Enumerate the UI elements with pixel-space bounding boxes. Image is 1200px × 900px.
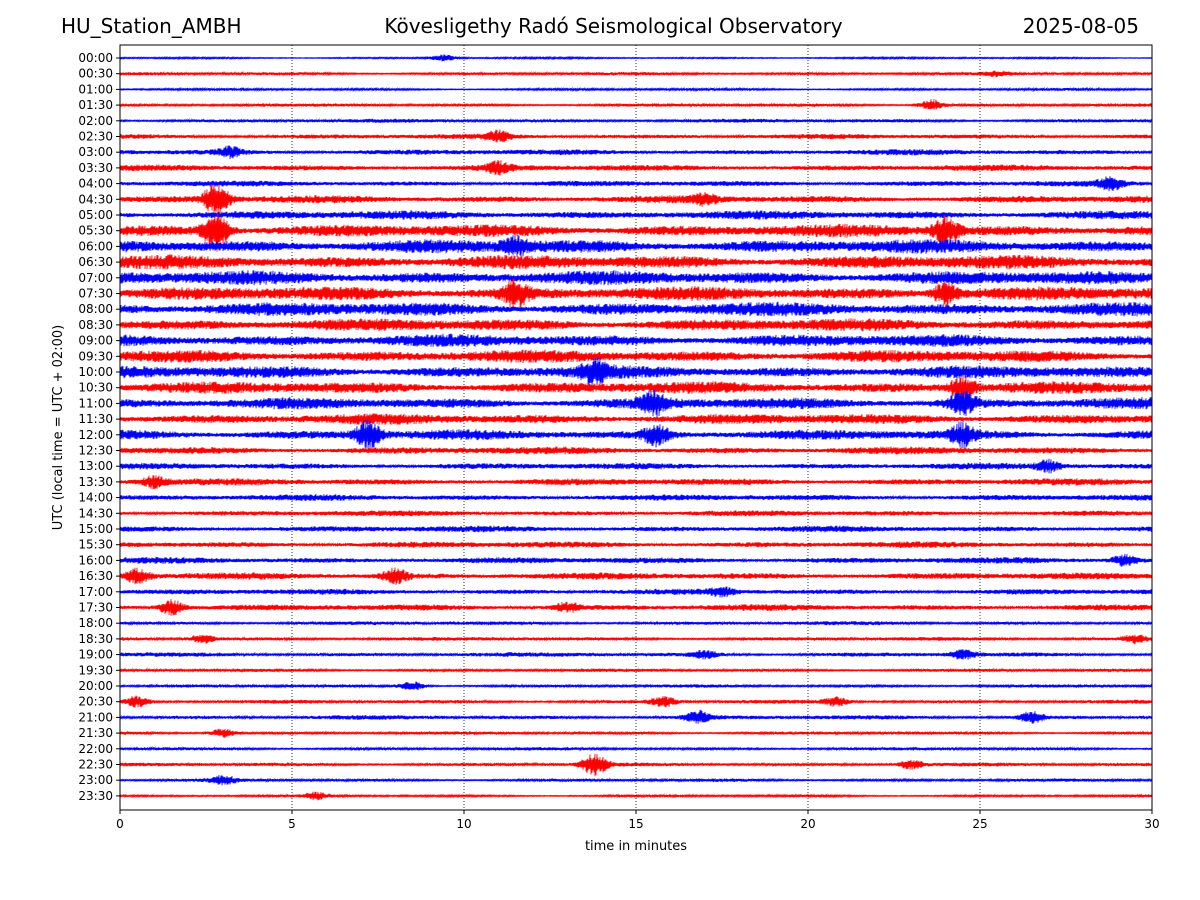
x-axis: 0 5 10 15 20 25 30 xyxy=(116,810,1160,831)
trace-2230 xyxy=(119,753,1153,777)
y-tick-label: 04:30 xyxy=(78,192,113,206)
y-tick-label: 09:00 xyxy=(78,334,113,348)
y-tick-label: 18:00 xyxy=(78,616,113,630)
trace-1130 xyxy=(119,413,1153,426)
grid-lines xyxy=(291,45,981,810)
y-tick-label: 18:30 xyxy=(78,632,113,646)
trace-0730 xyxy=(119,278,1153,309)
trace-0330 xyxy=(119,159,1153,176)
y-tick-label: 05:00 xyxy=(78,208,113,222)
y-tick-label: 08:30 xyxy=(78,318,113,332)
y-tick-label: 02:00 xyxy=(78,114,113,128)
y-tick-label: 21:00 xyxy=(78,710,113,724)
x-tick-label: 20 xyxy=(800,817,815,831)
chart-title: Kövesligethy Radó Seismological Observat… xyxy=(384,14,843,38)
x-tick-label: 30 xyxy=(1144,817,1159,831)
y-tick-label: 09:30 xyxy=(78,349,113,363)
y-tick-label: 19:00 xyxy=(78,648,113,662)
y-tick-label: 12:30 xyxy=(78,444,113,458)
y-tick-label: 10:30 xyxy=(78,381,113,395)
y-tick-label: 01:30 xyxy=(78,98,113,112)
y-tick-label: 15:30 xyxy=(78,538,113,552)
y-tick-label: 15:00 xyxy=(78,522,113,536)
y-tick-label: 00:00 xyxy=(78,51,113,65)
trace-0630 xyxy=(119,254,1153,270)
y-tick-label: 07:30 xyxy=(78,287,113,301)
y-tick-label: 07:00 xyxy=(78,271,113,285)
y-tick-label: 20:30 xyxy=(78,695,113,709)
y-tick-label: 08:00 xyxy=(78,302,113,316)
y-tick-label: 10:00 xyxy=(78,365,113,379)
x-tick-label: 25 xyxy=(972,817,987,831)
y-tick-label: 23:30 xyxy=(78,789,113,803)
y-tick-label: 13:30 xyxy=(78,475,113,489)
x-axis-label: time in minutes xyxy=(585,839,687,854)
y-tick-label: 20:00 xyxy=(78,679,113,693)
y-tick-label: 03:30 xyxy=(78,161,113,175)
seismogram-traces xyxy=(119,54,1153,801)
station-name: HU_Station_AMBH xyxy=(61,14,242,38)
y-tick-label: 22:30 xyxy=(78,758,113,772)
trace-2000 xyxy=(119,681,1153,691)
y-tick-label: 17:00 xyxy=(78,585,113,599)
chart-date: 2025-08-05 xyxy=(1022,14,1139,38)
y-tick-label: 11:00 xyxy=(78,396,113,410)
y-tick-label: 03:00 xyxy=(78,145,113,159)
y-tick-label: 05:30 xyxy=(78,224,113,238)
y-tick-label: 22:00 xyxy=(78,742,113,756)
y-tick-label: 01:00 xyxy=(78,82,113,96)
y-axis-label: UTC (local time = UTC + 02:00) xyxy=(51,325,66,530)
y-tick-label: 23:00 xyxy=(78,773,113,787)
y-tick-label: 06:00 xyxy=(78,239,113,253)
trace-2130 xyxy=(119,728,1153,738)
trace-1800 xyxy=(119,620,1153,627)
x-tick-label: 0 xyxy=(116,817,124,831)
x-tick-label: 15 xyxy=(628,817,643,831)
trace-0430 xyxy=(119,184,1153,217)
trace-0700 xyxy=(119,270,1153,286)
y-tick-label: 14:00 xyxy=(78,491,113,505)
y-tick-label: 00:30 xyxy=(78,67,113,81)
y-tick-label: 13:00 xyxy=(78,459,113,473)
y-tick-label: 02:30 xyxy=(78,130,113,144)
trace-1200 xyxy=(119,419,1153,451)
y-tick-label: 14:30 xyxy=(78,506,113,520)
y-tick-label: 17:30 xyxy=(78,601,113,615)
trace-1730 xyxy=(119,598,1153,616)
y-tick-label: 16:00 xyxy=(78,553,113,567)
x-tick-label: 10 xyxy=(456,817,471,831)
trace-0100 xyxy=(119,86,1153,93)
trace-0030 xyxy=(119,70,1153,78)
trace-0500 xyxy=(119,210,1153,220)
y-tick-label: 21:30 xyxy=(78,726,113,740)
y-tick-label: 06:30 xyxy=(78,255,113,269)
x-tick-label: 5 xyxy=(288,817,296,831)
y-tick-label: 12:00 xyxy=(78,428,113,442)
trace-1530 xyxy=(119,541,1153,549)
trace-2200 xyxy=(119,746,1153,752)
y-tick-label: 04:00 xyxy=(78,177,113,191)
y-tick-label: 11:30 xyxy=(78,412,113,426)
y-tick-label: 19:30 xyxy=(78,663,113,677)
y-tick-label: 16:30 xyxy=(78,569,113,583)
trace-0930 xyxy=(119,349,1153,364)
